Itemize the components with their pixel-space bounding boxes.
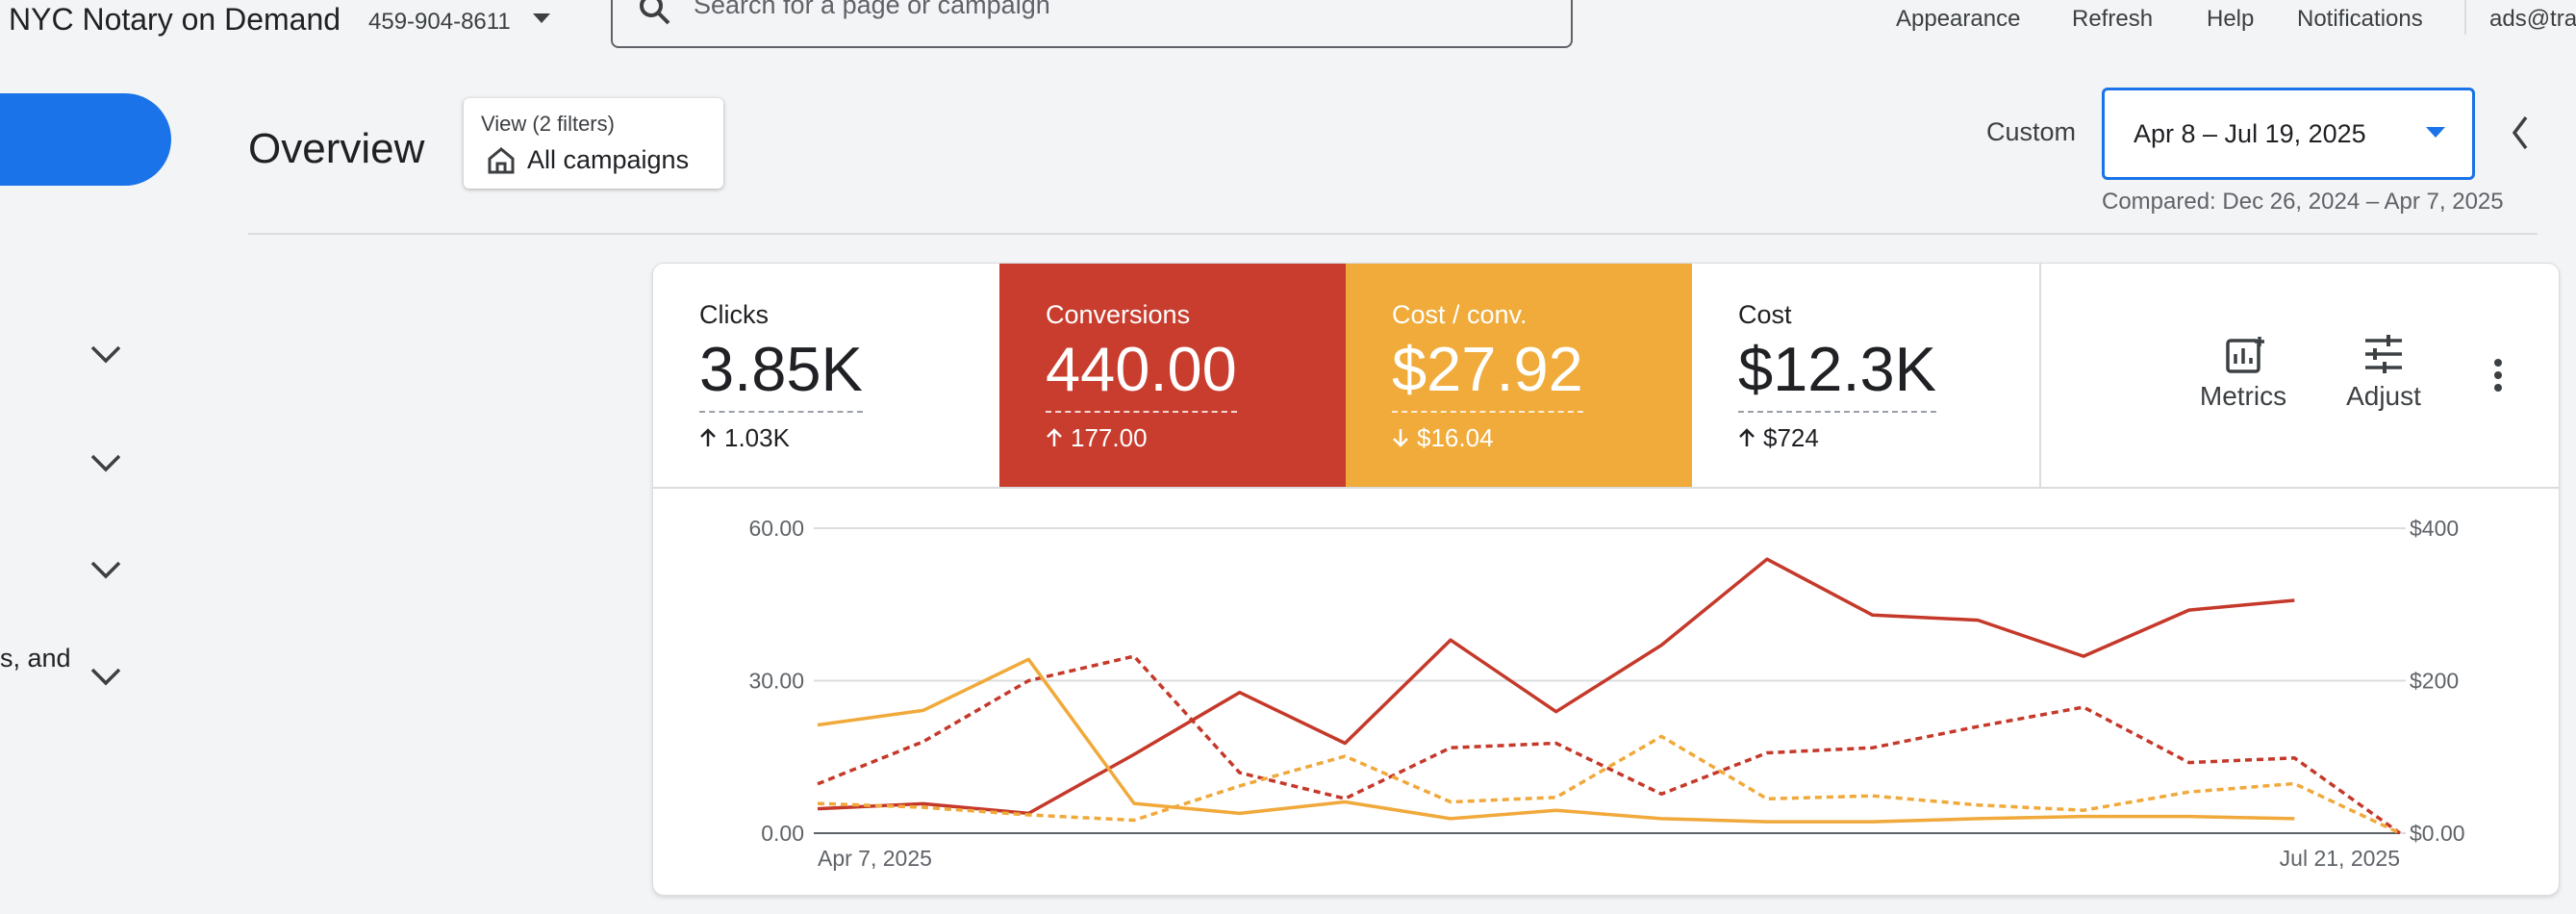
more-menu[interactable] (2491, 358, 2505, 393)
campaign-filter[interactable]: View (2 filters) All campaigns (464, 98, 723, 189)
trend-arrow (1393, 429, 1408, 447)
scorecard-delta: 1.03K (699, 423, 790, 453)
y-tick-label: 30.00 (748, 669, 804, 694)
scorecard-label: Conversions (1046, 300, 1191, 329)
search-icon (640, 0, 670, 25)
scorecard-value: $12.3K (1738, 333, 1937, 413)
sidebar-chevron[interactable] (88, 666, 123, 689)
range-mode: Custom (1986, 117, 2077, 146)
account-caret[interactable] (531, 12, 552, 25)
scorecard-value: $27.92 (1392, 333, 1583, 413)
scorecard-value: 440.00 (1046, 333, 1237, 413)
scorecard-label: Cost / conv. (1392, 300, 1528, 329)
x-tick-label: Apr 7, 2025 (818, 846, 932, 871)
nav-divider (2464, 0, 2466, 35)
trend-arrow (1739, 428, 1755, 446)
sidebar-chevron[interactable] (88, 343, 123, 367)
trend-arrow (700, 428, 716, 446)
page-title: Overview (248, 125, 425, 172)
sidebar-chevron[interactable] (88, 559, 123, 582)
search-placeholder: Search for a page or campaign (694, 0, 1050, 19)
delta-value: $16.04 (1417, 423, 1494, 452)
scorecard-label: Clicks (699, 300, 769, 329)
overview-card: Clicks 3.85K 1.03K Conversions 440.00 177.00 C… (652, 263, 2560, 896)
search-box[interactable]: Search for a page or campaign (611, 0, 1573, 48)
nav-help[interactable]: Help (2207, 6, 2255, 32)
y2-tick-label: $200 (2410, 669, 2459, 694)
y-tick-label: 60.00 (748, 516, 804, 541)
filter-value: All campaigns (527, 145, 690, 174)
x-tick-label: Jul 21, 2025 (2280, 846, 2400, 871)
home-icon (488, 147, 515, 174)
y2-tick-label: $0.00 (2410, 821, 2465, 846)
date-caret (2426, 127, 2445, 138)
nav-notifications[interactable]: Notifications (2297, 6, 2423, 32)
scorecard-delta: $16.04 (1392, 423, 1494, 453)
scorecard[interactable]: Cost $12.3K $724 (1692, 264, 2038, 487)
scorecard[interactable]: Clicks 3.85K 1.03K (653, 264, 999, 487)
card-divider (2039, 264, 2041, 487)
date-picker[interactable]: Apr 8 – Jul 19, 2025 (2102, 88, 2475, 180)
collapse-chevron[interactable] (2509, 114, 2532, 152)
filter-label: View (2 filters) (481, 112, 615, 136)
scorecard-delta: 177.00 (1046, 423, 1148, 453)
metrics-icon[interactable] (2225, 335, 2267, 375)
account-phone: 459-904-8611 (368, 9, 511, 35)
sidebar-chevron[interactable] (88, 452, 123, 475)
delta-value: 1.03K (724, 423, 790, 452)
chart: 0.00 30.00 60.00 $0.00 $200 $400 Apr 7, 2025 Ju… (748, 516, 2465, 871)
nav-refresh[interactable]: Refresh (2072, 6, 2154, 32)
delta-value: 177.00 (1071, 423, 1148, 452)
divider (248, 233, 2538, 235)
scorecard-label: Cost (1738, 300, 1792, 329)
card-divider (653, 487, 2559, 489)
scorecard[interactable]: Cost / conv. $27.92 $16.04 (1346, 264, 1692, 487)
adjust-button[interactable]: Adjust (2346, 381, 2421, 411)
scorecard-delta: $724 (1738, 423, 1819, 453)
create-button[interactable] (0, 93, 171, 186)
series-line (817, 657, 2295, 824)
account-name[interactable]: NYC Notary on Demand (9, 2, 341, 37)
y-tick-label: 0.00 (761, 821, 804, 846)
metrics-button[interactable]: Metrics (2199, 381, 2287, 411)
series-line (817, 557, 2295, 816)
scorecard[interactable]: Conversions 440.00 177.00 (999, 264, 1346, 487)
delta-value: $724 (1763, 423, 1819, 452)
sidebar-text[interactable]: s, and (0, 644, 71, 673)
compared-range: Compared: Dec 26, 2024 – Apr 7, 2025 (2102, 189, 2504, 215)
y2-tick-label: $400 (2410, 516, 2459, 541)
user-email[interactable]: ads@tra (2489, 6, 2576, 32)
scorecard-value: 3.85K (699, 333, 863, 413)
series-line (817, 654, 2402, 835)
date-range: Apr 8 – Jul 19, 2025 (2134, 119, 2366, 148)
series-line (817, 734, 2401, 835)
trend-arrow (1047, 428, 1062, 446)
adjust-icon[interactable] (2363, 335, 2404, 373)
nav-appearance[interactable]: Appearance (1896, 6, 2021, 32)
